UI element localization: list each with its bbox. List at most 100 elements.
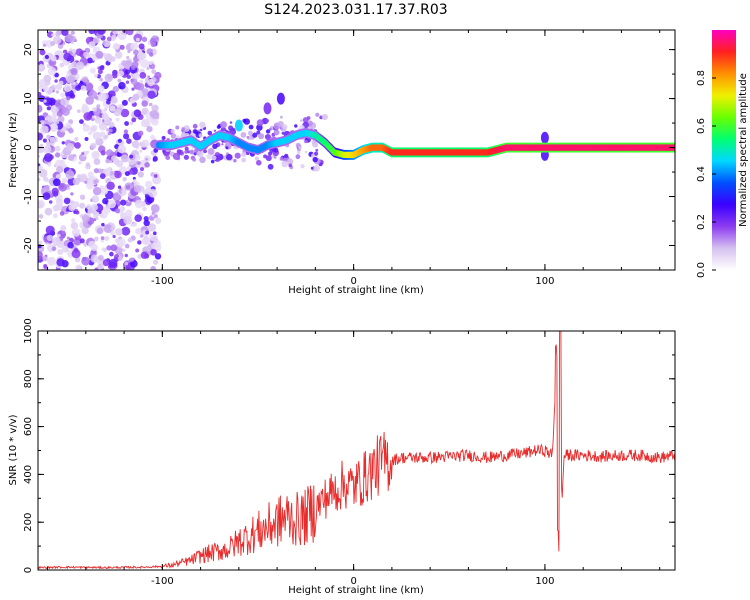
noise-blob [65, 170, 75, 180]
noise-blob [54, 79, 58, 83]
noise-blob [106, 181, 115, 190]
speckle [199, 156, 206, 164]
noise-blob [52, 204, 60, 212]
noise-blob [81, 214, 90, 223]
noise-blob [98, 121, 108, 131]
noise-blob [93, 168, 99, 174]
noise-blob [47, 163, 52, 167]
noise-blob [134, 199, 144, 209]
noise-blob [135, 248, 140, 253]
noise-blob [92, 115, 96, 119]
noise-blob [145, 245, 152, 252]
noise-blob [85, 150, 90, 154]
noise-blob [129, 154, 134, 159]
noise-blob [114, 208, 121, 214]
noise-blob [38, 177, 41, 182]
noise-blob [99, 78, 103, 82]
y-tick-label: -10 [23, 188, 34, 204]
noise-blob [117, 185, 122, 189]
noise-blob [106, 100, 111, 105]
noise-blob [38, 250, 43, 260]
noise-blob [59, 211, 65, 216]
noise-blob [73, 210, 77, 214]
noise-blob [106, 128, 110, 132]
noise-blob [110, 230, 115, 236]
noise-blob [102, 197, 109, 205]
noise-blob [150, 249, 157, 256]
noise-blob [144, 162, 150, 168]
y-tick-label: 400 [23, 465, 34, 484]
noise-blob [117, 256, 123, 261]
noise-blob [95, 50, 104, 59]
noise-blob [80, 85, 87, 92]
noise-blob [71, 249, 81, 259]
noise-blob [124, 253, 128, 258]
colorbar-tick-label: 0.6 [696, 118, 707, 134]
noise-blob [126, 74, 131, 80]
noise-blob [81, 256, 91, 266]
noise-blob [84, 180, 88, 184]
speckle [242, 118, 247, 123]
noise-blob [61, 107, 70, 116]
noise-blob [79, 238, 85, 244]
noise-blob [124, 171, 130, 177]
noise-blob [127, 237, 133, 243]
noise-blob [113, 158, 120, 165]
noise-blob [148, 102, 153, 107]
noise-blob [54, 152, 61, 158]
noise-blob [44, 54, 50, 60]
snr-y-label: SNR (10 * v/v) [8, 414, 19, 485]
noise-blob [61, 245, 69, 253]
noise-blob [42, 176, 49, 182]
noise-blob [135, 37, 140, 42]
y-tick-label: 200 [23, 513, 34, 532]
noise-blob [131, 117, 137, 123]
noise-blob [67, 154, 75, 161]
noise-blob [71, 61, 77, 68]
noise-blob [85, 162, 91, 167]
speckle [225, 146, 229, 150]
noise-blob [124, 262, 129, 266]
speckle [192, 123, 198, 129]
noise-blob [53, 35, 62, 45]
noise-blob [75, 210, 80, 215]
noise-blob [79, 119, 84, 124]
noise-blob [151, 104, 159, 112]
speckle [304, 139, 308, 144]
speckle [300, 119, 303, 122]
noise-blob [155, 217, 162, 224]
noise-blob [151, 118, 159, 126]
noise-blob [91, 195, 99, 203]
noise-blob [119, 44, 125, 50]
noise-blob [104, 107, 108, 111]
snr-x-ticks: -100 0 100 [47, 331, 661, 587]
noise-blob [55, 90, 59, 94]
noise-blob [144, 188, 151, 195]
noise-blob [88, 41, 96, 49]
noise-blob [66, 70, 72, 76]
noise-blob [130, 223, 134, 227]
noise-blob [39, 143, 44, 148]
noise-blob [122, 177, 127, 182]
noise-blob [56, 258, 65, 267]
noise-blob [95, 216, 99, 220]
noise-blob [91, 203, 99, 211]
noise-blob [112, 30, 118, 35]
noise-blob [143, 216, 149, 222]
speckle [247, 130, 253, 136]
speckle [233, 159, 237, 163]
noise-blob [145, 77, 149, 82]
noise-blob [82, 76, 89, 83]
speckle [226, 153, 233, 161]
colorbar: 0.0 0.2 0.4 0.6 0.8 Normalized spectral ampl… [696, 30, 749, 278]
speckle [172, 152, 181, 160]
noise-blob [107, 199, 116, 209]
noise-blob [92, 186, 102, 196]
noise-blob [127, 50, 131, 54]
speckle [277, 121, 284, 128]
speckle [280, 115, 283, 119]
noise-blob [78, 161, 82, 165]
noise-blob [106, 36, 112, 42]
noise-blob [136, 51, 146, 61]
noise-blob [130, 121, 134, 126]
